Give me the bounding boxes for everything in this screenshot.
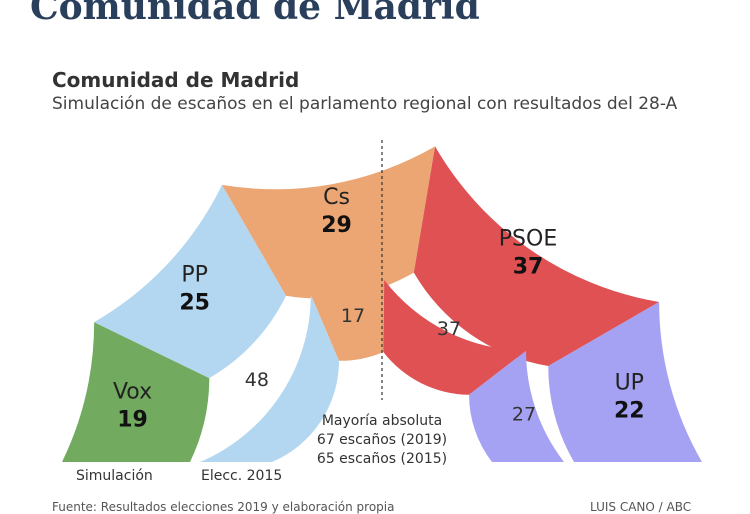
page-heading: Comunidad de Madrid bbox=[30, 0, 480, 28]
majority-note: Mayoría absoluta 67 escaños (2019) 65 es… bbox=[282, 412, 482, 469]
inner-ring-segment-pp bbox=[200, 294, 339, 462]
source-note: Fuente: Resultados elecciones 2019 y ela… bbox=[52, 500, 395, 514]
outer-party-label-vox: Vox bbox=[113, 380, 152, 405]
outer-seat-label-pp: 25 bbox=[179, 291, 210, 316]
inner-seat-label-cs: 17 bbox=[341, 305, 365, 327]
outer-seat-label-up: 22 bbox=[614, 399, 645, 424]
majority-2015: 65 escaños (2015) bbox=[316, 451, 448, 467]
seat-labels: Vox 19 PP 25 Cs 29 PSOE 37 UP 22 48 17 37 27 bbox=[113, 185, 645, 433]
majority-2019: 67 escaños (2019) bbox=[316, 432, 448, 448]
inner-seat-label-up: 27 bbox=[512, 404, 536, 426]
outer-ring bbox=[62, 146, 702, 462]
outer-party-label-cs: Cs bbox=[323, 185, 350, 210]
inner-ring-segment-cs bbox=[310, 280, 385, 361]
outer-ring-label: Simulación bbox=[76, 468, 153, 484]
outer-party-label-pp: PP bbox=[181, 263, 208, 288]
outer-seat-label-vox: 19 bbox=[117, 408, 148, 433]
credit-note: LUIS CANO / ABC bbox=[590, 500, 692, 514]
majority-title: Mayoría absoluta bbox=[321, 413, 443, 429]
outer-ring-segment-pp bbox=[94, 184, 286, 379]
chart-title: Comunidad de Madrid bbox=[52, 68, 300, 92]
inner-ring-segment-up bbox=[469, 350, 564, 462]
outer-seat-label-cs: 29 bbox=[321, 213, 352, 238]
outer-ring-segment-psoe bbox=[413, 146, 660, 366]
outer-ring-segment-vox bbox=[62, 322, 210, 462]
outer-party-label-up: UP bbox=[615, 371, 644, 396]
inner-ring-label: Elecc. 2015 bbox=[201, 468, 283, 484]
inner-ring-segment-psoe bbox=[383, 280, 527, 395]
outer-seat-label-psoe: 37 bbox=[513, 255, 544, 280]
inner-seat-label-pp: 48 bbox=[245, 369, 269, 391]
outer-ring-segment-up bbox=[548, 302, 702, 462]
chart-subtitle: Simulación de escaños en el parlamento r… bbox=[52, 94, 678, 114]
inner-ring bbox=[200, 280, 564, 462]
inner-seat-label-psoe: 37 bbox=[437, 318, 461, 340]
outer-party-label-psoe: PSOE bbox=[499, 227, 557, 252]
